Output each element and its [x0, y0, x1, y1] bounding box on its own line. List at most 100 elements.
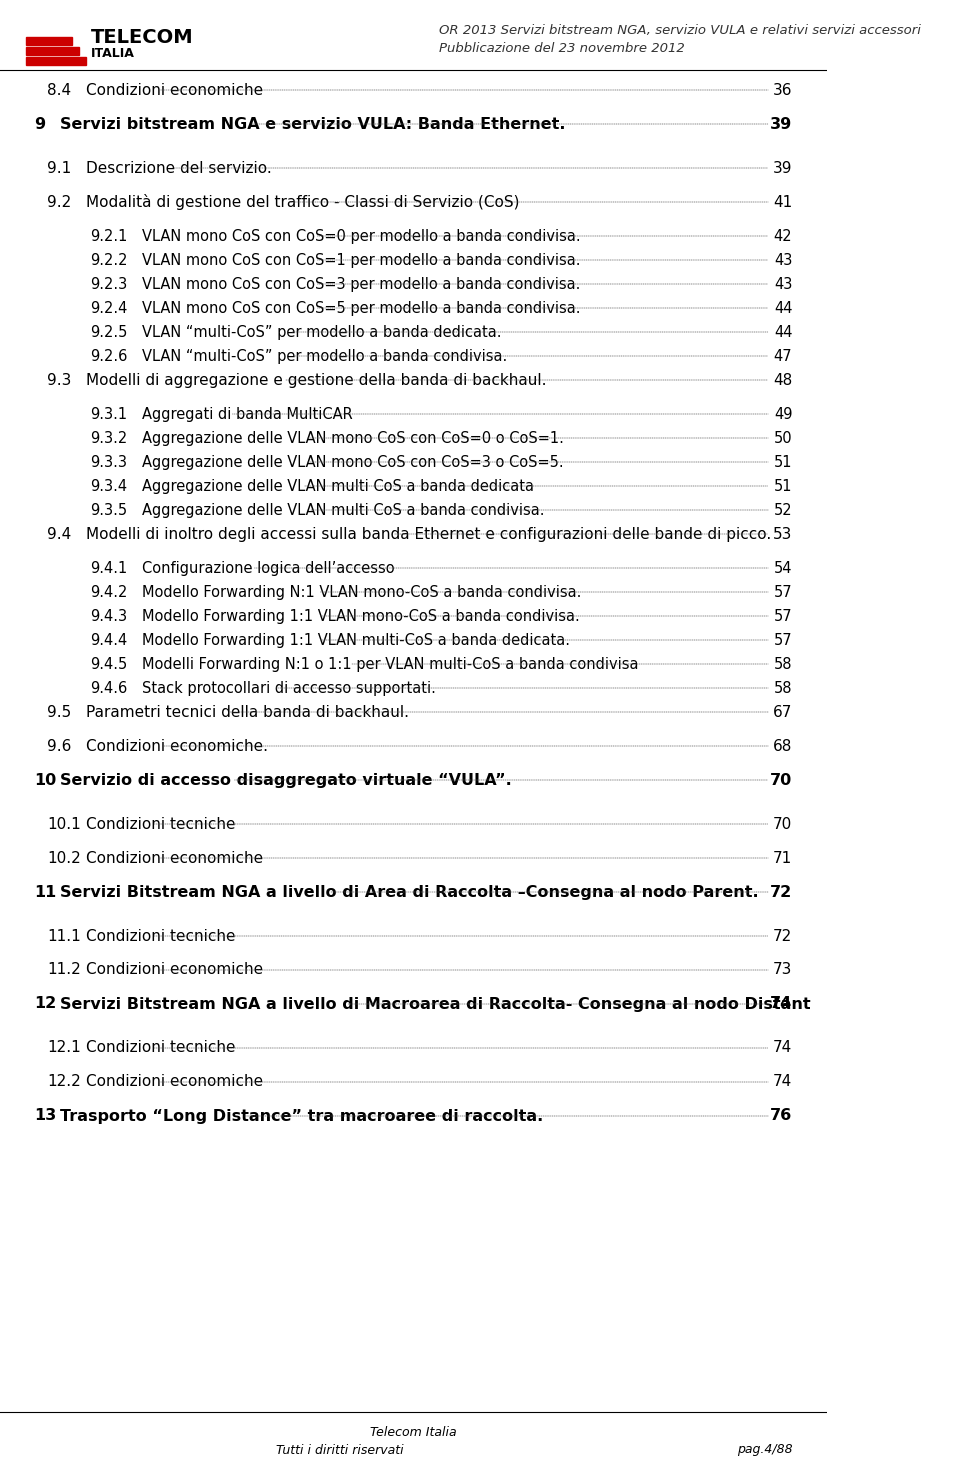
- Bar: [26, 47, 80, 55]
- Text: 39: 39: [770, 117, 792, 132]
- Text: 58: 58: [774, 681, 792, 696]
- Text: 76: 76: [770, 1109, 792, 1123]
- Text: 44: 44: [774, 300, 792, 315]
- Text: 51: 51: [774, 478, 792, 493]
- Text: 39: 39: [773, 160, 792, 176]
- Text: 10.1: 10.1: [47, 817, 82, 832]
- Text: 54: 54: [774, 561, 792, 576]
- Text: Aggregazione delle VLAN mono CoS con CoS=3 o CoS=5.: Aggregazione delle VLAN mono CoS con CoS…: [142, 454, 564, 469]
- Bar: [26, 37, 72, 44]
- Text: Modalità di gestione del traffico - Classi di Servizio (CoS): Modalità di gestione del traffico - Clas…: [86, 194, 519, 210]
- Text: 9.4: 9.4: [47, 527, 72, 542]
- Text: Condizioni tecniche: Condizioni tecniche: [86, 1040, 235, 1055]
- Bar: [26, 58, 86, 65]
- Text: 52: 52: [774, 503, 792, 518]
- Text: 41: 41: [773, 194, 792, 210]
- Text: Condizioni tecniche: Condizioni tecniche: [86, 817, 235, 832]
- Text: 49: 49: [774, 407, 792, 422]
- Text: Trasporto “Long Distance” tra macroaree di raccolta.: Trasporto “Long Distance” tra macroaree …: [60, 1109, 543, 1123]
- Text: Modelli di inoltro degli accessi sulla banda Ethernet e configurazioni delle ban: Modelli di inoltro degli accessi sulla b…: [86, 527, 772, 542]
- Text: Telecom Italia: Telecom Italia: [371, 1425, 457, 1439]
- Text: 70: 70: [773, 817, 792, 832]
- Text: VLAN “multi-CoS” per modello a banda condivisa.: VLAN “multi-CoS” per modello a banda con…: [142, 348, 508, 364]
- Text: 13: 13: [35, 1109, 57, 1123]
- Text: VLAN mono CoS con CoS=0 per modello a banda condivisa.: VLAN mono CoS con CoS=0 per modello a ba…: [142, 228, 581, 244]
- Text: 9.4.4: 9.4.4: [90, 632, 128, 648]
- Text: 9.2: 9.2: [47, 194, 72, 210]
- Text: 58: 58: [774, 657, 792, 672]
- Text: 57: 57: [774, 632, 792, 648]
- Text: 12.1: 12.1: [47, 1040, 82, 1055]
- Text: 42: 42: [774, 228, 792, 244]
- Text: 9.2.5: 9.2.5: [90, 324, 128, 339]
- Text: VLAN “multi-CoS” per modello a banda dedicata.: VLAN “multi-CoS” per modello a banda ded…: [142, 324, 502, 339]
- Text: 72: 72: [773, 928, 792, 944]
- Text: 74: 74: [770, 996, 792, 1011]
- Text: Servizi Bitstream NGA a livello di Area di Raccolta –Consegna al nodo Parent.: Servizi Bitstream NGA a livello di Area …: [60, 885, 759, 900]
- Text: Servizi Bitstream NGA a livello di Macroarea di Raccolta- Consegna al nodo Dista: Servizi Bitstream NGA a livello di Macro…: [60, 996, 811, 1011]
- Text: 57: 57: [774, 585, 792, 599]
- Text: Parametri tecnici della banda di backhaul.: Parametri tecnici della banda di backhau…: [86, 704, 409, 719]
- Text: Aggregazione delle VLAN mono CoS con CoS=0 o CoS=1.: Aggregazione delle VLAN mono CoS con CoS…: [142, 431, 564, 445]
- Text: Modello Forwarding 1:1 VLAN mono-CoS a banda condivisa.: Modello Forwarding 1:1 VLAN mono-CoS a b…: [142, 608, 580, 623]
- Text: Modelli di aggregazione e gestione della banda di backhaul.: Modelli di aggregazione e gestione della…: [86, 373, 546, 388]
- Text: 8.4: 8.4: [47, 83, 71, 98]
- Text: Modelli Forwarding N:1 o 1:1 per VLAN multi-CoS a banda condivisa: Modelli Forwarding N:1 o 1:1 per VLAN mu…: [142, 657, 638, 672]
- Text: 9.4.6: 9.4.6: [90, 681, 128, 696]
- Text: 36: 36: [773, 83, 792, 98]
- Text: VLAN mono CoS con CoS=5 per modello a banda condivisa.: VLAN mono CoS con CoS=5 per modello a ba…: [142, 300, 581, 315]
- Text: Pubblicazione del 23 novembre 2012: Pubblicazione del 23 novembre 2012: [440, 41, 685, 55]
- Text: VLAN mono CoS con CoS=1 per modello a banda condivisa.: VLAN mono CoS con CoS=1 per modello a ba…: [142, 253, 581, 268]
- Text: 9.1: 9.1: [47, 160, 72, 176]
- Text: 9.5: 9.5: [47, 704, 72, 719]
- Text: 9.3.3: 9.3.3: [90, 454, 128, 469]
- Text: 9.3: 9.3: [47, 373, 72, 388]
- Text: TELECOM: TELECOM: [90, 28, 193, 46]
- Text: 67: 67: [773, 704, 792, 719]
- Text: 9.6: 9.6: [47, 739, 72, 753]
- Text: 74: 74: [773, 1040, 792, 1055]
- Text: 73: 73: [773, 962, 792, 977]
- Text: 9.4.3: 9.4.3: [90, 608, 128, 623]
- Text: Aggregazione delle VLAN multi CoS a banda condivisa.: Aggregazione delle VLAN multi CoS a band…: [142, 503, 544, 518]
- Text: 68: 68: [773, 739, 792, 753]
- Text: Condizioni tecniche: Condizioni tecniche: [86, 928, 235, 944]
- Text: 9.4.2: 9.4.2: [90, 585, 128, 599]
- Text: 9.4.5: 9.4.5: [90, 657, 128, 672]
- Text: 57: 57: [774, 608, 792, 623]
- Text: 9.2.1: 9.2.1: [90, 228, 128, 244]
- Text: 72: 72: [770, 885, 792, 900]
- Text: 53: 53: [773, 527, 792, 542]
- Text: 12: 12: [35, 996, 57, 1011]
- Text: Condizioni economiche: Condizioni economiche: [86, 83, 263, 98]
- Text: 11.1: 11.1: [47, 928, 82, 944]
- Text: pag.4/88: pag.4/88: [736, 1443, 792, 1456]
- Text: 43: 43: [774, 253, 792, 268]
- Text: 50: 50: [774, 431, 792, 445]
- Text: 10.2: 10.2: [47, 851, 82, 866]
- Text: 74: 74: [773, 1074, 792, 1089]
- Text: 9.2.6: 9.2.6: [90, 348, 128, 364]
- Text: 44: 44: [774, 324, 792, 339]
- Text: Condizioni economiche.: Condizioni economiche.: [86, 739, 268, 753]
- Text: Tutti i diritti riservati: Tutti i diritti riservati: [276, 1443, 403, 1456]
- Text: 9.2.3: 9.2.3: [90, 277, 128, 292]
- Text: Modello Forwarding 1:1 VLAN multi-CoS a banda dedicata.: Modello Forwarding 1:1 VLAN multi-CoS a …: [142, 632, 570, 648]
- Text: ITALIA: ITALIA: [90, 46, 134, 59]
- Text: 9.3.2: 9.3.2: [90, 431, 128, 445]
- Text: 11.2: 11.2: [47, 962, 82, 977]
- Text: Stack protocollari di accesso supportati.: Stack protocollari di accesso supportati…: [142, 681, 436, 696]
- Text: 11: 11: [35, 885, 57, 900]
- Text: VLAN mono CoS con CoS=3 per modello a banda condivisa.: VLAN mono CoS con CoS=3 per modello a ba…: [142, 277, 581, 292]
- Text: 48: 48: [773, 373, 792, 388]
- Text: 70: 70: [770, 773, 792, 787]
- Text: 9.2.4: 9.2.4: [90, 300, 128, 315]
- Text: 43: 43: [774, 277, 792, 292]
- Text: 9.4.1: 9.4.1: [90, 561, 128, 576]
- Text: Condizioni economiche: Condizioni economiche: [86, 851, 263, 866]
- Text: Servizi bitstream NGA e servizio VULA: Banda Ethernet.: Servizi bitstream NGA e servizio VULA: B…: [60, 117, 565, 132]
- Text: 10: 10: [35, 773, 57, 787]
- Text: Aggregati di banda MultiCAR: Aggregati di banda MultiCAR: [142, 407, 353, 422]
- Text: Configurazione logica dell’accesso: Configurazione logica dell’accesso: [142, 561, 395, 576]
- Text: Aggregazione delle VLAN multi CoS a banda dedicata: Aggregazione delle VLAN multi CoS a band…: [142, 478, 534, 493]
